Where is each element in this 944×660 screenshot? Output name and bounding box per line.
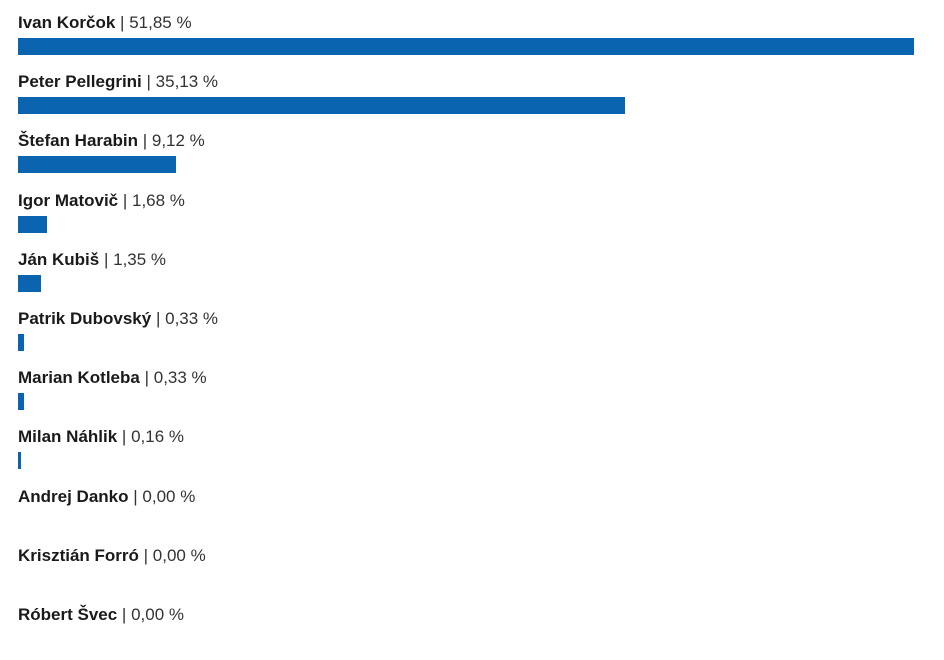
result-label: Peter Pellegrini | 35,13 % bbox=[18, 71, 218, 93]
label-separator: | bbox=[117, 605, 132, 624]
candidate-name: Milan Náhlik bbox=[18, 427, 118, 447]
result-label: Igor Matovič | 1,68 % bbox=[18, 190, 185, 212]
candidate-name: Igor Matovič bbox=[18, 190, 119, 210]
vote-percentage: 35,13 % bbox=[155, 72, 219, 92]
vote-percentage: 1,68 % bbox=[132, 190, 185, 210]
result-row: Milan Náhlik | 0,16 % bbox=[18, 426, 916, 482]
result-bar bbox=[18, 156, 176, 174]
vote-percentage: 0,16 % bbox=[131, 427, 184, 447]
result-label: Ivan Korčok | 51,85 % bbox=[18, 12, 192, 34]
result-bar bbox=[18, 393, 24, 411]
result-row: Ivan Korčok | 51,85 % bbox=[18, 12, 916, 68]
result-bar bbox=[18, 452, 21, 470]
result-label: Milan Náhlik | 0,16 % bbox=[18, 426, 184, 448]
label-separator: | bbox=[139, 368, 154, 388]
candidate-name: Štefan Harabin bbox=[18, 131, 138, 151]
label-separator: | bbox=[141, 72, 156, 92]
result-row: Andrej Danko | 0,00 % bbox=[18, 486, 916, 542]
label-separator: | bbox=[151, 309, 166, 328]
result-label: Róbert Švec | 0,00 % bbox=[18, 604, 184, 626]
candidate-name: Andrej Danko bbox=[18, 486, 129, 506]
result-label: Krisztián Forró | 0,00 % bbox=[18, 545, 206, 567]
result-label: Andrej Danko | 0,00 % bbox=[18, 486, 195, 508]
label-separator: | bbox=[137, 131, 152, 151]
label-separator: | bbox=[115, 13, 130, 32]
vote-percentage: 0,33 % bbox=[165, 309, 219, 328]
label-separator: | bbox=[138, 545, 153, 565]
candidate-name: Krisztián Forró bbox=[18, 545, 139, 565]
result-row: Igor Matovič | 1,68 % bbox=[18, 190, 916, 246]
result-label: Patrik Dubovský | 0,33 % bbox=[18, 308, 218, 330]
result-label: Ján Kubiš | 1,35 % bbox=[18, 249, 166, 271]
label-separator: | bbox=[118, 190, 132, 210]
result-row: Štefan Harabin | 9,12 % bbox=[18, 130, 916, 186]
result-bar bbox=[18, 97, 626, 115]
result-row: Ján Kubiš | 1,35 % bbox=[18, 249, 916, 305]
candidate-name: Marian Kotleba bbox=[18, 368, 140, 388]
result-label: Štefan Harabin | 9,12 % bbox=[18, 130, 205, 152]
candidate-name: Peter Pellegrini bbox=[18, 72, 142, 92]
result-row: Marian Kotleba | 0,33 % bbox=[18, 367, 916, 423]
result-row: Krisztián Forró | 0,00 % bbox=[18, 545, 916, 601]
result-row: Peter Pellegrini | 35,13 % bbox=[18, 71, 916, 127]
result-label: Marian Kotleba | 0,33 % bbox=[18, 367, 207, 389]
result-bar bbox=[18, 334, 24, 351]
vote-percentage: 0,00 % bbox=[131, 605, 185, 624]
vote-percentage: 9,12 % bbox=[151, 131, 205, 151]
result-bar bbox=[18, 274, 42, 292]
vote-percentage: 51,85 % bbox=[129, 13, 192, 32]
candidate-name: Patrik Dubovský bbox=[18, 309, 152, 328]
candidate-name: Róbert Švec bbox=[18, 605, 118, 624]
candidate-name: Ivan Korčok bbox=[18, 13, 116, 32]
label-separator: | bbox=[128, 486, 143, 506]
vote-percentage: 1,35 % bbox=[113, 249, 167, 269]
vote-percentage: 0,00 % bbox=[152, 545, 206, 565]
label-separator: | bbox=[99, 249, 114, 269]
vote-percentage: 0,00 % bbox=[142, 486, 196, 506]
vote-percentage: 0,33 % bbox=[153, 368, 207, 388]
result-bar bbox=[18, 215, 48, 233]
label-separator: | bbox=[117, 427, 132, 447]
result-row: Patrik Dubovský | 0,33 % bbox=[18, 308, 916, 364]
candidate-name: Ján Kubiš bbox=[18, 249, 100, 269]
result-row: Róbert Švec | 0,00 % bbox=[18, 604, 916, 660]
result-bar bbox=[18, 38, 914, 55]
